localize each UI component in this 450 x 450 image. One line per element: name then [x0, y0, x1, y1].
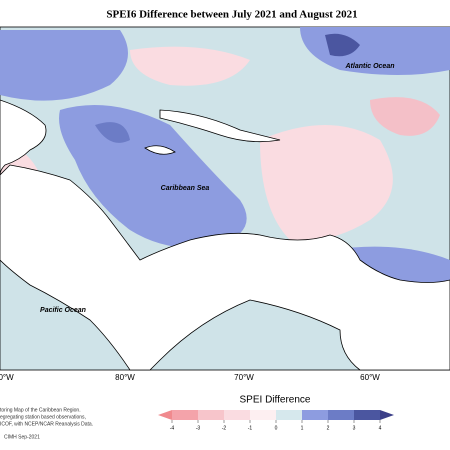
- colorbar-tick-label: 2: [327, 425, 330, 431]
- colorbar-tick-label: 0: [275, 425, 278, 431]
- colorbar-bin: [328, 410, 354, 420]
- colorbar-bin: [250, 410, 276, 420]
- map-label: Atlantic Ocean: [344, 63, 394, 70]
- colorbar-tick-label: 3: [353, 425, 356, 431]
- colorbar-bin: [354, 410, 380, 420]
- credit: CIMH Sep-2021: [4, 434, 40, 440]
- longitude-label: 70°W: [234, 373, 254, 382]
- colorbar-tick-label: -4: [170, 425, 175, 431]
- colorbar-tick-label: -1: [248, 425, 253, 431]
- title: SPEI6 Difference between July 2021 and A…: [106, 9, 357, 21]
- colorbar-over: [380, 410, 394, 420]
- colorbar-under: [158, 410, 172, 420]
- colorbar-tick-label: -3: [196, 425, 201, 431]
- longitude-label: 90°W: [0, 373, 14, 382]
- colorbar-bin: [224, 410, 250, 420]
- map-label: Pacific Ocean: [40, 307, 86, 314]
- credit: egregating station based observations,: [0, 414, 86, 420]
- credit: ICOF, with NCEP/NCAR Reanalysis Data.: [0, 421, 93, 427]
- legend-title: SPEI Difference: [240, 395, 311, 406]
- colorbar-tick-label: -2: [222, 425, 227, 431]
- longitude-label: 80°W: [115, 373, 135, 382]
- colorbar-bin: [276, 410, 302, 420]
- colorbar-bin: [302, 410, 328, 420]
- map-label: Caribbean Sea: [161, 185, 210, 192]
- colorbar-bin: [172, 410, 198, 420]
- colorbar-tick-label: 4: [379, 425, 382, 431]
- colorbar-tick-label: 1: [301, 425, 304, 431]
- credit: toring Map of the Caribbean Region.: [0, 407, 81, 413]
- colorbar-bin: [198, 410, 224, 420]
- longitude-label: 60°W: [360, 373, 380, 382]
- map: [0, 26, 450, 371]
